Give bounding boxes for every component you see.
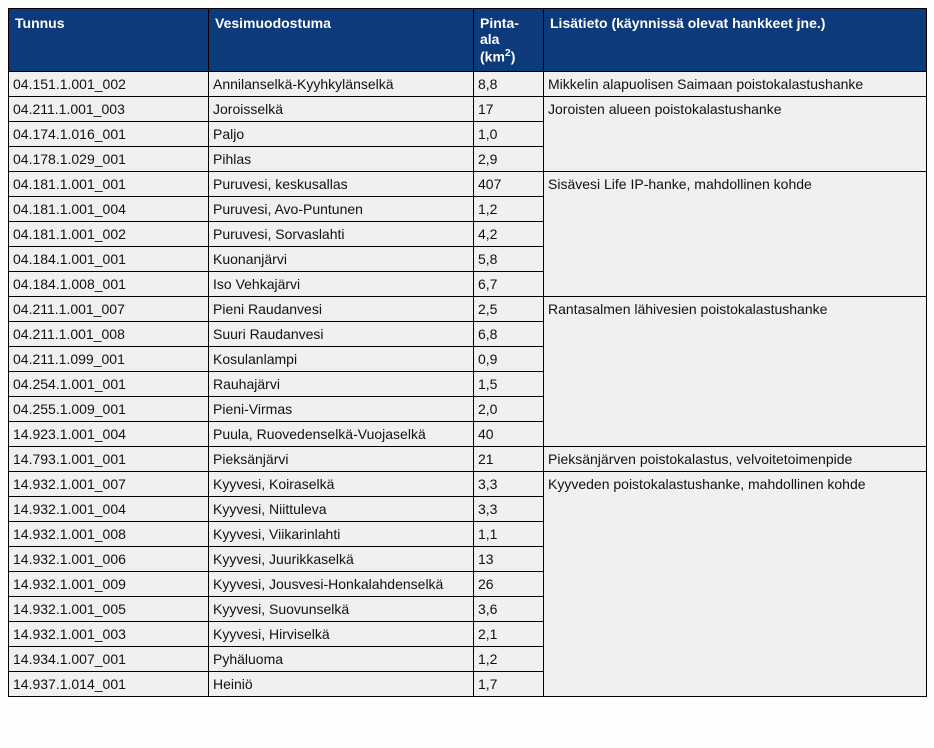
table-row: 04.211.1.001_007Pieni Raudanvesi2,5Ranta… [9, 296, 927, 321]
cell-lisatieto: Kyyveden poistokalastushanke, mahdolline… [544, 471, 927, 696]
cell-tunnus: 04.184.1.008_001 [9, 271, 209, 296]
cell-tunnus: 14.934.1.007_001 [9, 646, 209, 671]
cell-pinta-ala: 3,3 [474, 471, 544, 496]
cell-tunnus: 14.932.1.001_004 [9, 496, 209, 521]
cell-vesimuodostuma: Kyyvesi, Viikarinlahti [209, 521, 474, 546]
cell-tunnus: 14.932.1.001_005 [9, 596, 209, 621]
cell-tunnus: 04.184.1.001_001 [9, 246, 209, 271]
cell-pinta-ala: 2,0 [474, 396, 544, 421]
cell-tunnus: 14.932.1.001_006 [9, 546, 209, 571]
data-table: Tunnus Vesimuodostuma Pinta-ala (km2) Li… [8, 8, 927, 697]
cell-vesimuodostuma: Puruvesi, Avo-Puntunen [209, 196, 474, 221]
cell-pinta-ala: 13 [474, 546, 544, 571]
cell-pinta-ala: 2,1 [474, 621, 544, 646]
cell-tunnus: 14.937.1.014_001 [9, 671, 209, 696]
cell-tunnus: 04.211.1.001_003 [9, 96, 209, 121]
header-lisatieto: Lisätieto (käynnissä olevat hankkeet jne… [544, 9, 927, 72]
cell-vesimuodostuma: Pihlas [209, 146, 474, 171]
cell-pinta-ala: 1,7 [474, 671, 544, 696]
cell-tunnus: 04.181.1.001_004 [9, 196, 209, 221]
cell-tunnus: 14.932.1.001_009 [9, 571, 209, 596]
cell-tunnus: 14.793.1.001_001 [9, 446, 209, 471]
cell-pinta-ala: 2,5 [474, 296, 544, 321]
cell-pinta-ala: 2,9 [474, 146, 544, 171]
table-row: 04.181.1.001_001Puruvesi, keskusallas407… [9, 171, 927, 196]
cell-pinta-ala: 1,1 [474, 521, 544, 546]
cell-pinta-ala: 26 [474, 571, 544, 596]
cell-vesimuodostuma: Kyyvesi, Hirviselkä [209, 621, 474, 646]
cell-pinta-ala: 5,8 [474, 246, 544, 271]
cell-lisatieto: Pieksänjärven poistokalastus, velvoiteto… [544, 446, 927, 471]
cell-lisatieto: Rantasalmen lähivesien poistokalastushan… [544, 296, 927, 446]
table-row: 14.932.1.001_007Kyyvesi, Koiraselkä3,3Ky… [9, 471, 927, 496]
table-row: 14.793.1.001_001Pieksänjärvi21Pieksänjär… [9, 446, 927, 471]
cell-vesimuodostuma: Kyyvesi, Juurikkaselkä [209, 546, 474, 571]
cell-tunnus: 04.174.1.016_001 [9, 121, 209, 146]
cell-tunnus: 04.181.1.001_001 [9, 171, 209, 196]
cell-tunnus: 04.254.1.001_001 [9, 371, 209, 396]
cell-vesimuodostuma: Pieni-Virmas [209, 396, 474, 421]
cell-pinta-ala: 1,5 [474, 371, 544, 396]
cell-tunnus: 04.151.1.001_002 [9, 71, 209, 96]
cell-vesimuodostuma: Puruvesi, Sorvaslahti [209, 221, 474, 246]
cell-lisatieto: Mikkelin alapuolisen Saimaan poistokalas… [544, 71, 927, 96]
cell-pinta-ala: 6,8 [474, 321, 544, 346]
table-header: Tunnus Vesimuodostuma Pinta-ala (km2) Li… [9, 9, 927, 72]
cell-tunnus: 04.178.1.029_001 [9, 146, 209, 171]
cell-pinta-ala: 3,6 [474, 596, 544, 621]
cell-vesimuodostuma: Kyyvesi, Koiraselkä [209, 471, 474, 496]
cell-pinta-ala: 407 [474, 171, 544, 196]
cell-pinta-ala: 21 [474, 446, 544, 471]
cell-vesimuodostuma: Kuonanjärvi [209, 246, 474, 271]
cell-tunnus: 04.211.1.001_008 [9, 321, 209, 346]
cell-vesimuodostuma: Paljo [209, 121, 474, 146]
table-body: 04.151.1.001_002Annilanselkä-Kyyhkylänse… [9, 71, 927, 696]
cell-vesimuodostuma: Annilanselkä-Kyyhkylänselkä [209, 71, 474, 96]
cell-pinta-ala: 0,9 [474, 346, 544, 371]
cell-vesimuodostuma: Kyyvesi, Suovunselkä [209, 596, 474, 621]
cell-vesimuodostuma: Kyyvesi, Jousvesi-Honkalahdenselkä [209, 571, 474, 596]
header-vesimuodostuma: Vesimuodostuma [209, 9, 474, 72]
cell-lisatieto: Joroisten alueen poistokalastushanke [544, 96, 927, 171]
cell-vesimuodostuma: Suuri Raudanvesi [209, 321, 474, 346]
cell-vesimuodostuma: Pieksänjärvi [209, 446, 474, 471]
cell-vesimuodostuma: Rauhajärvi [209, 371, 474, 396]
cell-vesimuodostuma: Heiniö [209, 671, 474, 696]
cell-vesimuodostuma: Puruvesi, keskusallas [209, 171, 474, 196]
cell-pinta-ala: 40 [474, 421, 544, 446]
cell-pinta-ala: 1,2 [474, 646, 544, 671]
cell-tunnus: 14.932.1.001_007 [9, 471, 209, 496]
cell-pinta-ala: 8,8 [474, 71, 544, 96]
cell-pinta-ala: 1,2 [474, 196, 544, 221]
cell-vesimuodostuma: Pyhäluoma [209, 646, 474, 671]
cell-tunnus: 14.923.1.001_004 [9, 421, 209, 446]
cell-pinta-ala: 1,0 [474, 121, 544, 146]
cell-pinta-ala: 6,7 [474, 271, 544, 296]
cell-vesimuodostuma: Pieni Raudanvesi [209, 296, 474, 321]
cell-tunnus: 04.211.1.099_001 [9, 346, 209, 371]
cell-vesimuodostuma: Puula, Ruovedenselkä-Vuojaselkä [209, 421, 474, 446]
table-row: 04.211.1.001_003Joroisselkä17Joroisten a… [9, 96, 927, 121]
header-pinta-ala: Pinta-ala (km2) [474, 9, 544, 72]
table-row: 04.151.1.001_002Annilanselkä-Kyyhkylänse… [9, 71, 927, 96]
cell-vesimuodostuma: Iso Vehkajärvi [209, 271, 474, 296]
cell-tunnus: 04.181.1.001_002 [9, 221, 209, 246]
header-tunnus: Tunnus [9, 9, 209, 72]
cell-tunnus: 14.932.1.001_008 [9, 521, 209, 546]
cell-pinta-ala: 4,2 [474, 221, 544, 246]
cell-vesimuodostuma: Joroisselkä [209, 96, 474, 121]
cell-vesimuodostuma: Kyyvesi, Niittuleva [209, 496, 474, 521]
cell-pinta-ala: 17 [474, 96, 544, 121]
cell-pinta-ala: 3,3 [474, 496, 544, 521]
cell-tunnus: 14.932.1.001_003 [9, 621, 209, 646]
cell-tunnus: 04.255.1.009_001 [9, 396, 209, 421]
cell-tunnus: 04.211.1.001_007 [9, 296, 209, 321]
cell-vesimuodostuma: Kosulanlampi [209, 346, 474, 371]
cell-lisatieto: Sisävesi Life IP-hanke, mahdollinen kohd… [544, 171, 927, 296]
